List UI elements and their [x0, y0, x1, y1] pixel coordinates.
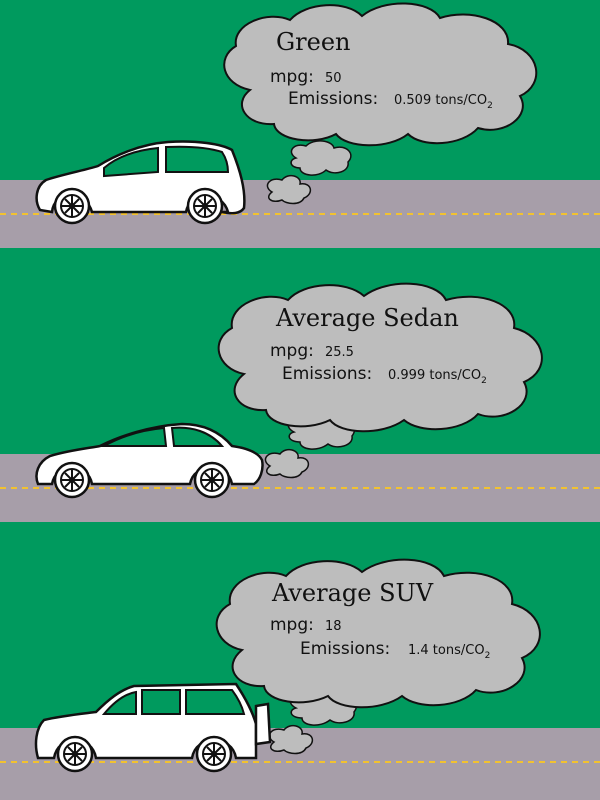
mpg-value: 18 [325, 619, 342, 634]
mpg-value: 25.5 [325, 345, 354, 360]
emissions-label: Emissions: [288, 89, 378, 109]
sedan-icon [35, 422, 264, 499]
panel-title: Average Sedan [275, 304, 459, 332]
hatchback-icon [35, 140, 246, 225]
speech-cloud [215, 558, 541, 709]
emissions-value: 0.509 tons/CO2 [394, 93, 493, 111]
speech-cloud [217, 282, 543, 433]
exhaust-cloud [266, 140, 352, 205]
mpg-label: mpg: [270, 341, 314, 361]
panel-title: Green [276, 28, 351, 56]
panel-suv: Average SUV mpg: 18 Emissions: 1.4 tons/… [0, 536, 600, 800]
mpg-label: mpg: [270, 615, 314, 635]
speech-cloud [223, 2, 538, 147]
mpg-label: mpg: [270, 67, 314, 87]
panel-title: Average SUV [271, 579, 434, 607]
grass-strip [0, 522, 600, 536]
emissions-value: 0.999 tons/CO2 [388, 368, 487, 386]
emissions-label: Emissions: [300, 639, 390, 659]
mpg-value: 50 [325, 71, 342, 86]
panel-green: Green mpg: 50 Emissions: 0.509 tons/CO2 [0, 0, 600, 262]
emissions-value: 1.4 tons/CO2 [408, 643, 490, 661]
panel-sedan: Average Sedan mpg: 25.5 Emissions: 0.999… [0, 262, 600, 536]
suv-icon [34, 682, 272, 773]
emissions-label: Emissions: [282, 364, 372, 384]
grass-strip [0, 248, 600, 262]
